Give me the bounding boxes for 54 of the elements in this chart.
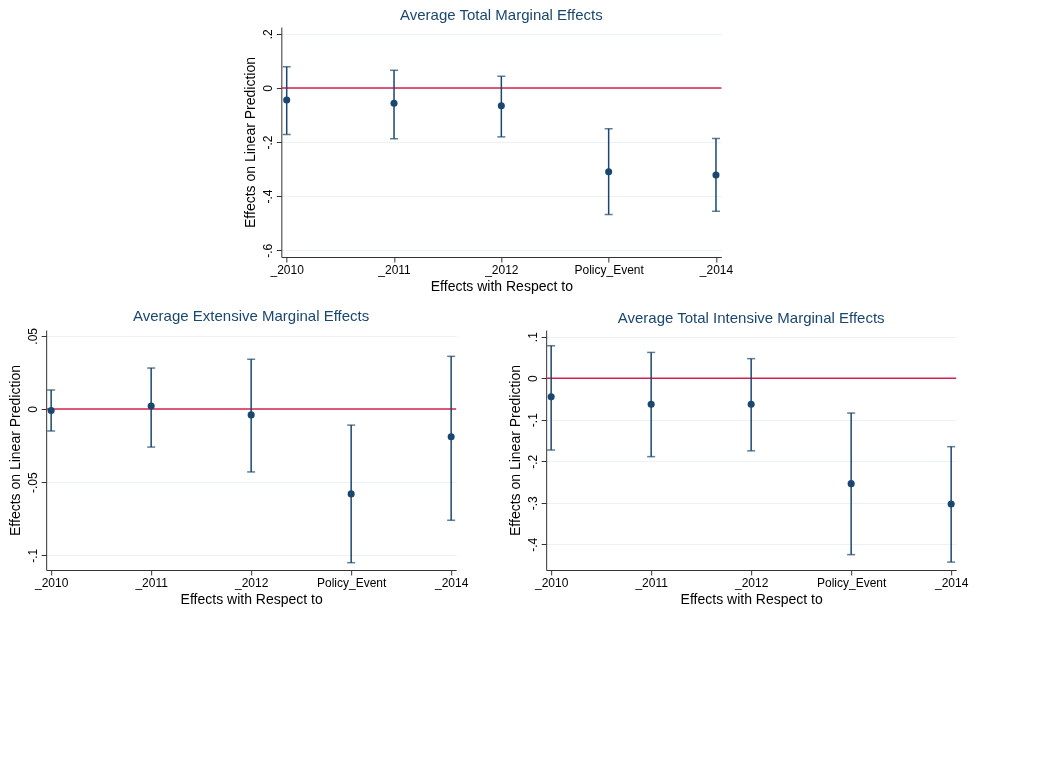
y-tick-label: -.4 [260, 189, 275, 204]
point [47, 406, 55, 415]
x-tick-label: _2014 [698, 262, 734, 277]
point [605, 168, 613, 176]
point [747, 400, 755, 408]
chart-title: Average Extensive Marginal Effects [133, 306, 370, 324]
x-tick-label: _2010 [33, 575, 69, 590]
point [347, 490, 355, 498]
x-tick-label: _2010 [269, 262, 305, 277]
y-tick-label: 0 [25, 405, 40, 413]
point [712, 171, 720, 179]
y-axis-title: Effects on Linear Prediction [6, 365, 23, 536]
y-tick-label: -.05 [25, 472, 40, 494]
y-tick-label: -.2 [525, 454, 540, 469]
y-axis-title: Effects on Linear Prediction [506, 365, 523, 536]
x-axis-title: Effects with Respect to [680, 590, 823, 607]
y-axis-title: Effects on Linear Prediction [241, 57, 258, 228]
point [497, 102, 505, 110]
y-tick-label: 0 [525, 375, 540, 383]
y-tick-label: .1 [525, 331, 540, 343]
x-tick-label: _2011 [634, 575, 669, 590]
point [283, 96, 291, 104]
point [390, 99, 398, 107]
x-tick-label: _2014 [933, 575, 969, 590]
point [647, 400, 655, 408]
y-tick-label: -.1 [25, 548, 40, 563]
x-tick-label: Policy_Event [816, 575, 888, 590]
y-tick-label: -.3 [525, 495, 540, 511]
x-tick-label: _2012 [484, 262, 519, 277]
point [147, 402, 155, 410]
point [447, 433, 455, 441]
y-tick-label: -.6 [260, 243, 275, 258]
x-tick-label: _2012 [733, 575, 769, 590]
chart-title: Average Total Intensive Marginal Effects [617, 309, 885, 326]
y-tick-label: .05 [25, 327, 40, 345]
x-tick-label: Policy_Event [316, 575, 388, 590]
x-tick-label: _2011 [134, 575, 169, 590]
y-tick-label: -.4 [525, 537, 540, 552]
y-tick-label: .2 [260, 28, 275, 40]
x-tick-label: _2014 [433, 575, 469, 590]
x-tick-label: _2012 [233, 575, 269, 590]
point [847, 480, 855, 488]
x-axis-title: Effects with Respect to [180, 590, 323, 607]
y-tick-label: -.1 [525, 412, 540, 428]
point [547, 393, 555, 401]
point [947, 500, 955, 508]
x-axis-title: Effects with Respect to [430, 277, 574, 294]
x-tick-label: _2011 [377, 262, 412, 277]
x-tick-label: _2010 [533, 575, 569, 590]
y-tick-label: -.2 [260, 135, 275, 150]
x-tick-label: Policy_Event [574, 262, 645, 277]
chart-title: Average Total Marginal Effects [400, 6, 603, 23]
point [247, 411, 255, 419]
y-tick-label: 0 [260, 84, 275, 92]
